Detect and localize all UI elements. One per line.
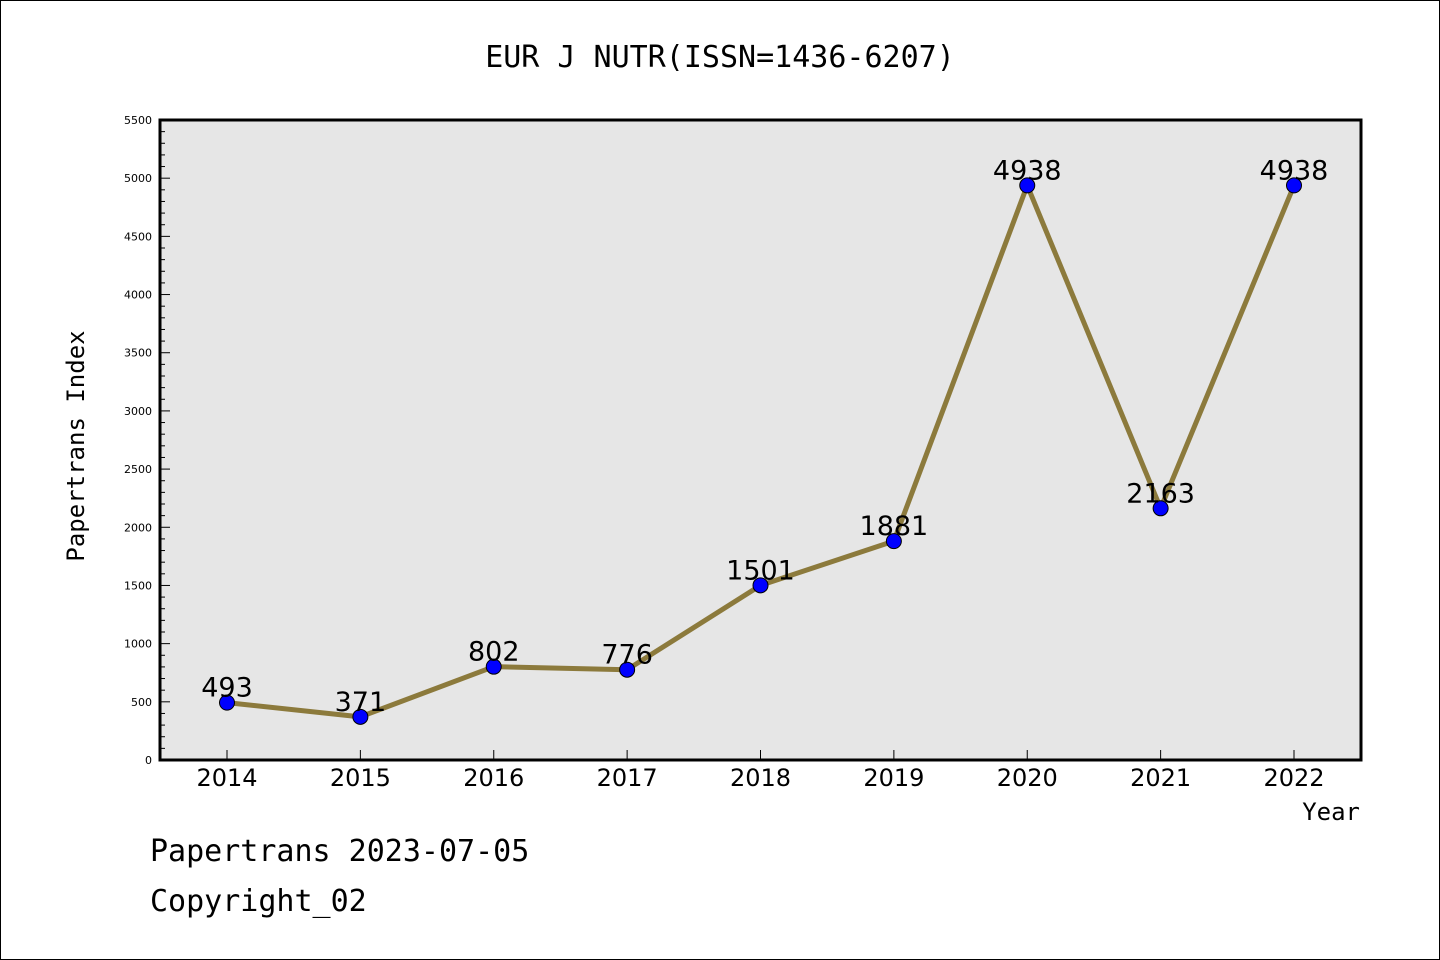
y-tick-label: 5500	[124, 114, 152, 127]
data-label: 802	[468, 637, 520, 668]
x-tick-label: 2021	[1130, 764, 1191, 792]
y-axis-label: Papertrans Index	[62, 330, 90, 561]
y-tick-label: 2000	[124, 521, 152, 534]
plot-area	[160, 120, 1361, 760]
data-label: 1501	[726, 555, 795, 586]
x-tick-label: 2015	[330, 764, 391, 792]
data-point	[352, 708, 369, 725]
y-tick-label: 5000	[124, 172, 152, 185]
data-label: 1881	[860, 511, 929, 542]
data-point	[885, 533, 902, 550]
data-point	[752, 577, 769, 594]
y-tick-label: 3000	[124, 405, 152, 418]
y-axis: 0 500 1000 1500 2000 2500 3000 3500 4000 4500 5000…	[124, 114, 170, 767]
y-tick-label: 1000	[124, 638, 152, 651]
y-tick-label: 2500	[124, 463, 152, 476]
y-tick-label: 4500	[124, 230, 152, 243]
footer-date: Papertrans 2023-07-05	[150, 834, 530, 869]
x-tick-label: 2020	[997, 764, 1058, 792]
x-tick-label: 2014	[196, 764, 257, 792]
plot-border	[158, 118, 1363, 762]
x-axis-label: Year	[1302, 798, 1360, 826]
x-axis: 2014 2015 2016 2017 2018 2019 2020 2021 2022	[196, 750, 1325, 792]
y-tick-label: 500	[131, 696, 152, 709]
data-point	[619, 661, 636, 678]
y-tick-label: 1500	[124, 579, 152, 592]
footer-copyright: Copyright_02	[150, 884, 367, 919]
data-point	[1152, 500, 1169, 517]
data-point	[485, 658, 502, 675]
data-point	[1286, 177, 1302, 194]
y-tick-label: 4000	[124, 289, 152, 302]
chart-title: EUR J NUTR(ISSN=1436-6207)	[485, 40, 955, 75]
data-point	[1019, 177, 1036, 194]
data-label: 2163	[1126, 478, 1195, 509]
data-point	[219, 694, 235, 711]
data-label: 4938	[1260, 155, 1329, 186]
x-tick-label: 2019	[863, 764, 924, 792]
x-tick-label: 2018	[730, 764, 791, 792]
data-label: 493	[201, 673, 253, 704]
x-tick-label: 2022	[1263, 764, 1324, 792]
y-tick-label: 0	[145, 754, 152, 767]
x-tick-label: 2017	[597, 764, 658, 792]
y-tick-label: 3500	[124, 347, 152, 360]
x-tick-label: 2016	[463, 764, 524, 792]
data-label: 4938	[993, 155, 1062, 186]
series-layer: 493 371 802 776 1501 1881 4938 2163 4938	[201, 155, 1329, 725]
data-label: 371	[335, 687, 387, 718]
data-label: 776	[601, 640, 653, 671]
